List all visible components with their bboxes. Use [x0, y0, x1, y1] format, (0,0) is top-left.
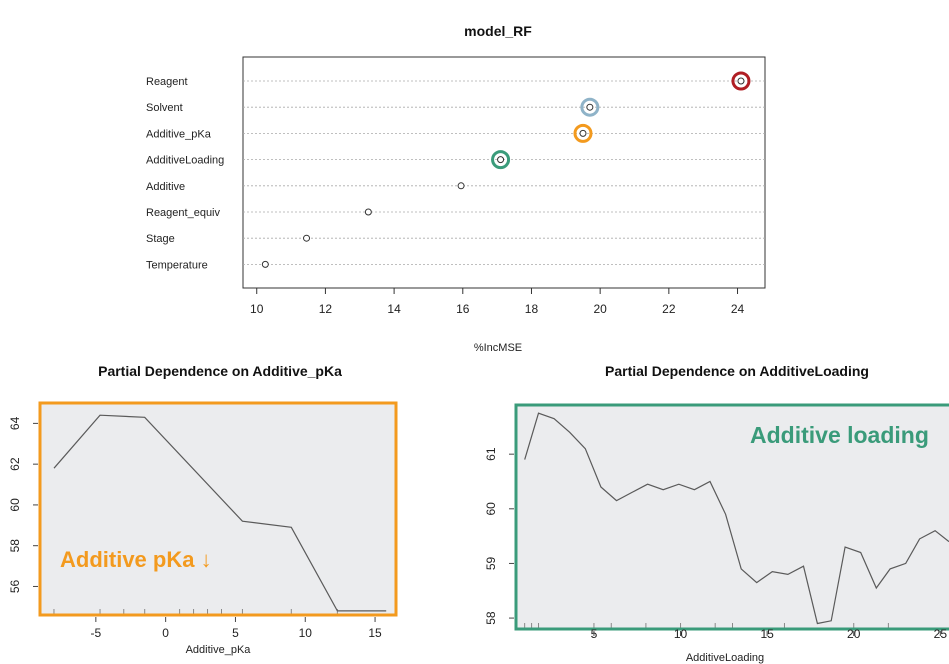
pdp-pka-x-tick-label: -5 — [91, 626, 102, 640]
importance-points — [261, 71, 751, 268]
importance-point — [579, 129, 587, 137]
pdp-pka-annotation: Additive pKa ↓ — [60, 547, 212, 572]
pdp-loading-x-tick-label: 25 — [934, 627, 948, 641]
importance-category-labels: Reagent Solvent Additive_pKa AdditiveLoadin… — [146, 76, 224, 271]
importance-x-axis: 10 12 14 16 18 20 22 24 — [250, 287, 745, 316]
importance-label-temperature: Temperature — [146, 259, 208, 271]
pdp-loading-plot-background — [516, 405, 949, 629]
pdp-loading-x-tick-label: 15 — [760, 627, 774, 641]
importance-label-additive: Additive — [146, 181, 185, 193]
pdp-pka-highlight-frame — [38, 401, 398, 617]
importance-x-tick-label: 12 — [319, 302, 333, 316]
pdp-loading-x-tick-label: 20 — [847, 627, 861, 641]
pdp-pka-x-axis: -5 0 5 10 15 — [91, 617, 382, 640]
pdp-pka-y-tick-label: 58 — [8, 539, 22, 553]
pdp-pka-y-tick-label: 60 — [8, 498, 22, 512]
importance-label-solvent: Solvent — [146, 102, 183, 114]
importance-title: model_RF — [464, 23, 532, 39]
pdp-additive-loading-chart: Partial Dependence on AdditiveLoading 5 1… — [484, 363, 949, 664]
importance-label-stage: Stage — [146, 233, 175, 245]
importance-label-reagent: Reagent — [146, 76, 188, 88]
importance-point — [497, 156, 505, 164]
pdp-pka-title: Partial Dependence on Additive_pKa — [98, 363, 342, 379]
pdp-loading-y-tick-label: 61 — [484, 447, 498, 461]
pdp-pka-y-tick-label: 64 — [8, 416, 22, 430]
importance-point — [737, 77, 745, 85]
pdp-pka-x-label: Additive_pKa — [186, 644, 252, 656]
pdp-pka-x-tick-label: 10 — [299, 626, 313, 640]
importance-label-reagent-equiv: Reagent_equiv — [146, 207, 221, 219]
importance-plot-frame — [242, 56, 766, 289]
pdp-pka-x-tick-label: 5 — [232, 626, 239, 640]
pdp-pka-y-tick-label: 56 — [8, 579, 22, 593]
pdp-loading-x-tick-label: 10 — [674, 627, 688, 641]
pdp-additive-pka-chart: Partial Dependence on Additive_pKa -5 0 5 1… — [8, 363, 398, 656]
importance-point — [457, 182, 465, 190]
importance-highlight-ring — [573, 123, 593, 143]
pdp-loading-y-tick-label: 59 — [484, 556, 498, 570]
pdp-loading-title: Partial Dependence on AdditiveLoading — [605, 363, 869, 379]
pdp-pka-x-tick-label: 0 — [162, 626, 169, 640]
pdp-loading-y-tick-label: 60 — [484, 502, 498, 516]
pdp-pka-x-tick-label: 15 — [368, 626, 382, 640]
importance-highlight-ring — [491, 150, 511, 170]
pdp-pka-plot-background — [40, 403, 396, 615]
importance-point — [303, 234, 311, 242]
importance-x-tick-label: 14 — [387, 302, 401, 316]
pdp-loading-annotation: Additive loading — [750, 422, 929, 448]
pdp-pka-y-axis: 56 58 60 62 64 — [8, 416, 38, 593]
importance-x-tick-label: 20 — [593, 302, 607, 316]
pdp-loading-y-axis: 58 59 60 61 — [484, 447, 514, 625]
pdp-loading-x-label: AdditiveLoading — [686, 652, 764, 664]
importance-highlight-ring — [731, 71, 751, 91]
importance-highlight-ring — [580, 97, 600, 117]
importance-x-label: %IncMSE — [474, 342, 522, 354]
importance-point — [364, 208, 372, 216]
pdp-loading-line — [524, 412, 949, 625]
importance-x-tick-label: 22 — [662, 302, 676, 316]
pdp-loading-y-tick-label: 58 — [484, 611, 498, 625]
pdp-pka-y-tick-label: 62 — [8, 457, 22, 471]
importance-label-additiveloading: AdditiveLoading — [146, 155, 224, 167]
pdp-loading-x-tick-label: 5 — [591, 627, 598, 641]
importance-point — [586, 103, 594, 111]
importance-chart: model_RF Reagent Solvent Additive_pKa Addit… — [146, 23, 766, 354]
importance-x-tick-label: 10 — [250, 302, 264, 316]
importance-x-tick-label: 24 — [731, 302, 745, 316]
pdp-loading-x-axis: 5 10 15 20 25 — [591, 627, 948, 641]
pdp-pka-line — [53, 414, 387, 612]
importance-x-tick-label: 16 — [456, 302, 470, 316]
importance-point — [261, 260, 269, 268]
pdp-loading-highlight-frame — [514, 403, 949, 631]
importance-label-additive-pka: Additive_pKa — [146, 128, 212, 140]
importance-x-tick-label: 18 — [525, 302, 539, 316]
